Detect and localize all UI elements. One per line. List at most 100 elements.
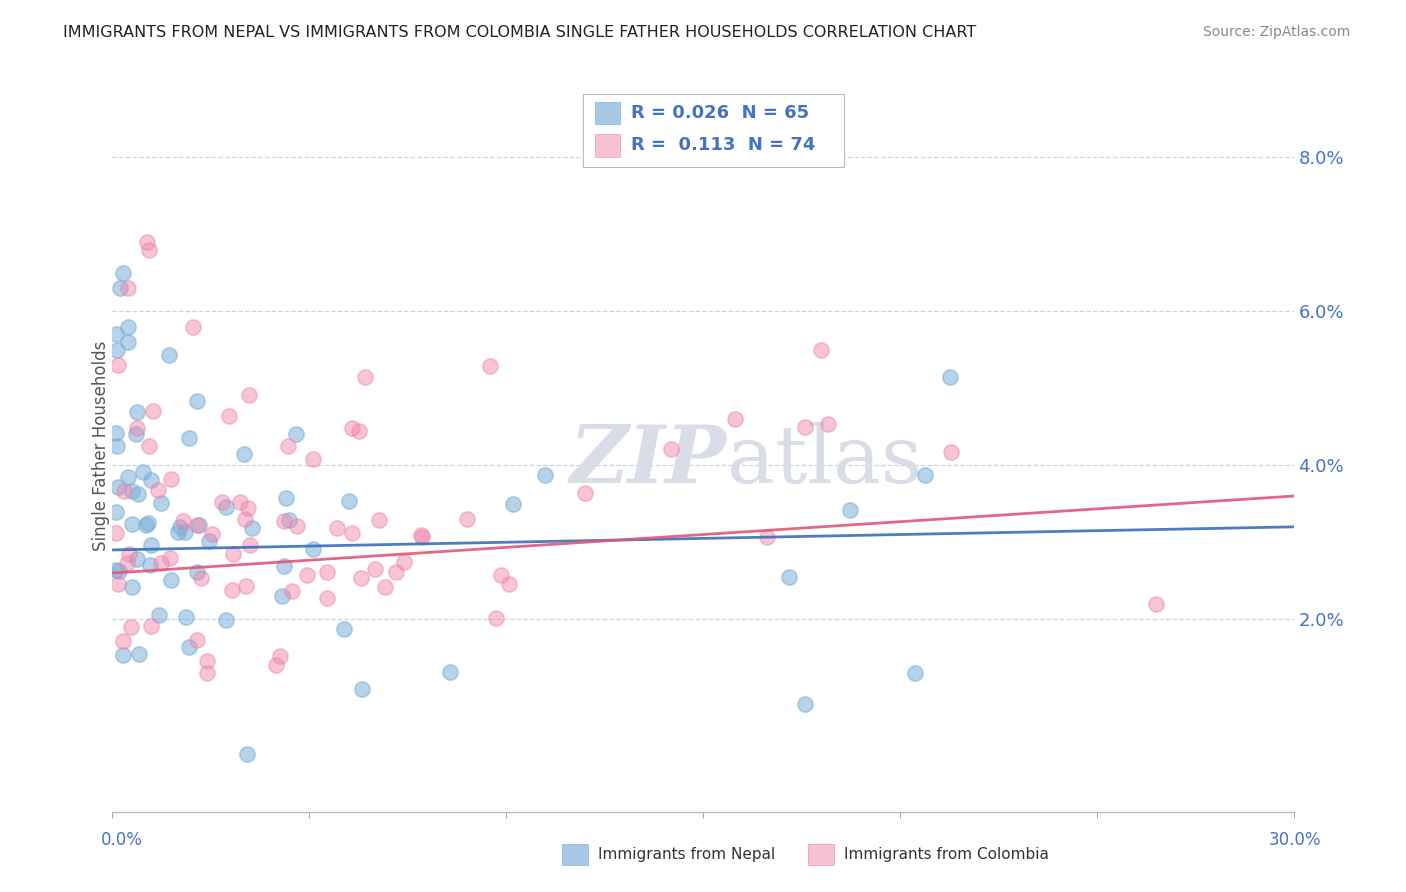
Point [141, 404, 163, 418]
Point [117, 281, 139, 295]
Point [724, 412, 747, 426]
Point [139, 619, 162, 633]
Point [132, 465, 155, 479]
Point [107, 480, 129, 494]
Point [374, 580, 396, 594]
Point [276, 491, 298, 506]
Point [186, 632, 208, 647]
Point [173, 525, 195, 540]
Point [108, 564, 131, 578]
Point [271, 589, 294, 603]
Point [174, 609, 197, 624]
Point [169, 520, 191, 534]
Point [302, 451, 325, 466]
Point [121, 517, 143, 532]
Point [117, 334, 139, 349]
Y-axis label: Single Father Households: Single Father Households [93, 341, 110, 551]
Point [105, 525, 128, 540]
Point [218, 409, 240, 423]
Point [150, 556, 173, 570]
Point [385, 565, 408, 579]
Point [121, 581, 143, 595]
Point [277, 439, 299, 453]
Point [105, 426, 128, 441]
Point [368, 513, 391, 527]
Point [941, 444, 963, 458]
Point [125, 551, 148, 566]
Point [285, 519, 308, 533]
Point [221, 582, 243, 597]
Point [139, 473, 162, 487]
Point [347, 424, 370, 438]
Point [107, 358, 129, 372]
Text: Immigrants from Nepal: Immigrants from Nepal [598, 847, 775, 862]
Text: R = 0.026  N = 65: R = 0.026 N = 65 [631, 104, 810, 122]
Point [354, 370, 377, 384]
Point [105, 506, 128, 520]
Point [105, 563, 128, 577]
Text: R =  0.113  N = 74: R = 0.113 N = 74 [631, 136, 815, 154]
Point [350, 681, 373, 696]
Point [409, 527, 432, 541]
Point [118, 547, 141, 561]
Point [127, 420, 149, 434]
Point [778, 570, 800, 584]
Text: IMMIGRANTS FROM NEPAL VS IMMIGRANTS FROM COLOMBIA SINGLE FATHER HOUSEHOLDS CORRE: IMMIGRANTS FROM NEPAL VS IMMIGRANTS FROM… [63, 25, 977, 40]
Point [264, 658, 287, 673]
Text: atlas: atlas [727, 422, 922, 500]
Point [186, 517, 208, 532]
Point [229, 495, 252, 509]
Point [120, 620, 142, 634]
Point [411, 530, 433, 544]
Point [222, 548, 245, 562]
Point [938, 370, 960, 384]
Point [128, 647, 150, 661]
Point [117, 556, 139, 570]
Point [159, 472, 181, 486]
Point [235, 578, 257, 592]
Point [172, 514, 194, 528]
Point [295, 568, 318, 582]
Point [756, 530, 779, 544]
Point [107, 576, 129, 591]
Point [273, 559, 295, 574]
Point [235, 512, 257, 526]
Point [105, 327, 128, 342]
Point [326, 521, 349, 535]
Point [215, 613, 238, 627]
Point [195, 666, 218, 681]
Text: Immigrants from Colombia: Immigrants from Colombia [844, 847, 1049, 862]
Point [316, 565, 339, 579]
Point [363, 562, 385, 576]
Point [439, 665, 461, 680]
Point [838, 503, 860, 517]
Point [186, 394, 208, 409]
Point [149, 496, 172, 510]
Point [125, 405, 148, 419]
Point [211, 494, 233, 508]
Point [117, 470, 139, 484]
Point [138, 439, 160, 453]
Point [190, 571, 212, 585]
Point [121, 483, 143, 498]
Point [1144, 597, 1167, 611]
Text: Source: ZipAtlas.com: Source: ZipAtlas.com [1202, 25, 1350, 39]
Point [108, 281, 131, 295]
Point [273, 514, 295, 528]
Point [138, 243, 160, 257]
Point [574, 486, 596, 500]
Point [904, 666, 927, 681]
Point [489, 567, 512, 582]
Point [914, 468, 936, 483]
Point [111, 266, 134, 280]
Point [127, 487, 149, 501]
Point [105, 440, 128, 454]
Point [281, 583, 304, 598]
Point [232, 447, 254, 461]
Point [238, 388, 260, 402]
Point [479, 359, 502, 373]
Point [340, 525, 363, 540]
Point [136, 516, 159, 530]
Point [284, 427, 307, 442]
Point [340, 421, 363, 435]
